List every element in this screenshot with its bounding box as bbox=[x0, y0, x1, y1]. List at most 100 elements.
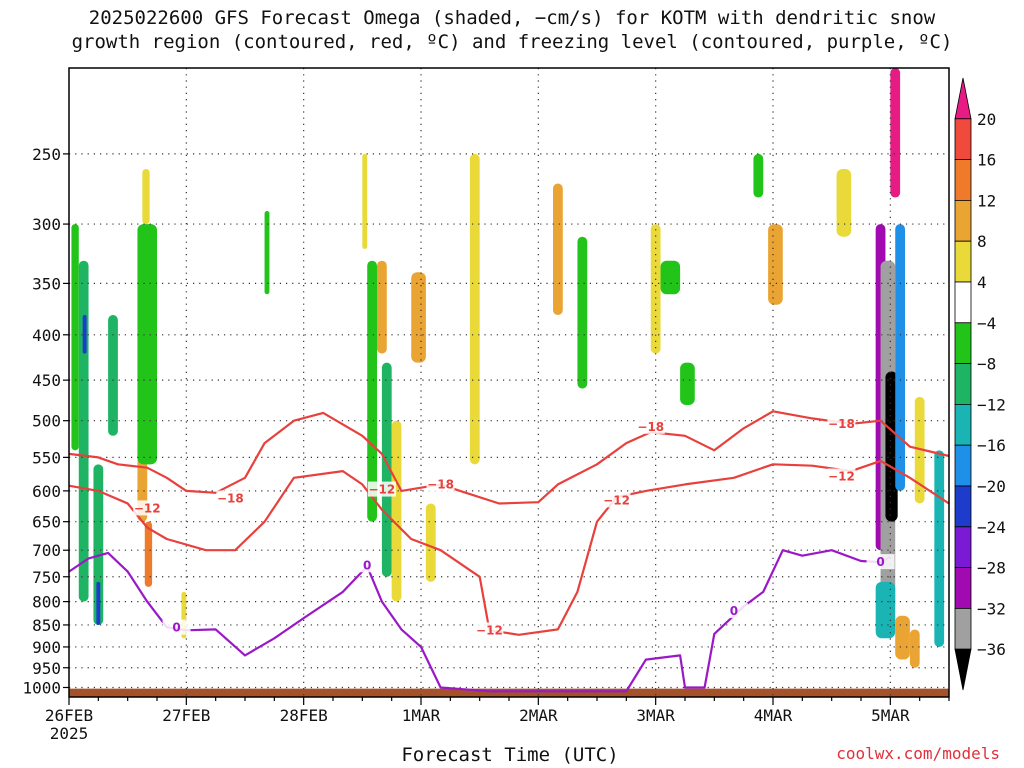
omega-cell bbox=[469, 153, 480, 465]
y-tick-label: 700 bbox=[32, 541, 61, 560]
colorbar-swatch bbox=[954, 526, 972, 568]
colorbar-swatch bbox=[954, 363, 972, 405]
chart-title-line-1: 2025022600 GFS Forecast Omega (shaded, −… bbox=[88, 7, 936, 29]
colorbar-swatch bbox=[954, 608, 972, 650]
contour-label-background bbox=[133, 500, 162, 516]
omega-cell bbox=[895, 224, 905, 491]
y-tick-label: 300 bbox=[32, 215, 61, 234]
colorbar-swatch bbox=[954, 567, 972, 609]
omega-cell bbox=[381, 362, 392, 577]
colorbar-swatch bbox=[954, 77, 972, 120]
contour-label-background bbox=[162, 619, 191, 635]
colorbar-label: −4 bbox=[977, 314, 996, 333]
omega-cell bbox=[144, 521, 153, 587]
omega-cell bbox=[650, 224, 661, 354]
colorbar-label: 4 bbox=[977, 273, 987, 292]
omega-cell bbox=[71, 224, 79, 451]
x-axis-title: Forecast Time (UTC) bbox=[401, 744, 619, 766]
y-tick-label: 550 bbox=[32, 448, 61, 467]
colorbar-swatch bbox=[954, 648, 972, 691]
chart-title: 2025022600 GFS Forecast Omega (shaded, −… bbox=[0, 6, 1024, 54]
colorbar-swatch bbox=[954, 240, 972, 283]
contour-label-background bbox=[827, 415, 856, 431]
x-tick-label: 2MAR bbox=[519, 706, 558, 725]
x-tick-label: 3MAR bbox=[636, 706, 675, 725]
colorbar: 20 16 12 8 4 −4 −8 −12 −16 −20 −24 −28 −32 −36 bbox=[954, 77, 1006, 691]
contour-minus12-line bbox=[68, 459, 950, 636]
colorbar-swatch bbox=[954, 281, 972, 324]
contours: −18 −18 −18 −18 −12 −12 −12 −12 −12 0 0 0 0 bbox=[68, 410, 950, 693]
omega-cell bbox=[362, 153, 368, 249]
colorbar-label: −8 bbox=[977, 355, 996, 374]
contour-label: 0 bbox=[730, 604, 738, 618]
contour-label-background bbox=[367, 481, 396, 497]
x-tick-sublabel: 2025 bbox=[50, 724, 89, 743]
plot-area: −18 −18 −18 −18 −12 −12 −12 −12 −12 0 0 0 0 bbox=[68, 67, 950, 698]
omega-cell bbox=[78, 260, 89, 602]
y-tick-label: 350 bbox=[32, 274, 61, 293]
credit-link[interactable]: coolwx.com/models bbox=[836, 744, 1000, 763]
omega-cell bbox=[890, 68, 901, 198]
contour-label: −18 bbox=[217, 491, 244, 505]
y-tick-label: 500 bbox=[32, 412, 61, 431]
colorbar-label: 20 bbox=[977, 110, 996, 129]
plot-background bbox=[69, 68, 949, 697]
omega-cell bbox=[264, 211, 270, 295]
contour-label: −12 bbox=[603, 493, 630, 507]
y-tick-label: 950 bbox=[32, 659, 61, 678]
contour-label: −18 bbox=[637, 420, 664, 434]
omega-cell bbox=[577, 236, 588, 389]
y-tick-label: 650 bbox=[32, 513, 61, 532]
contour-label-background bbox=[719, 603, 748, 619]
colorbar-swatch bbox=[954, 322, 972, 364]
contour-label: 0 bbox=[876, 555, 884, 569]
contour-label: −12 bbox=[476, 623, 503, 637]
contour-label-background bbox=[636, 418, 665, 434]
contour-label-background bbox=[353, 557, 382, 573]
y-tick-label: 600 bbox=[32, 482, 61, 501]
omega-cell bbox=[836, 168, 852, 237]
colorbar-swatch bbox=[954, 444, 972, 487]
omega-cell bbox=[895, 615, 910, 660]
y-tick-label: 750 bbox=[32, 568, 61, 587]
x-tick-label: 26FEB bbox=[45, 706, 93, 725]
omega-cell bbox=[660, 260, 681, 295]
omega-cell bbox=[137, 224, 157, 465]
x-tick-label: 1MAR bbox=[402, 706, 441, 725]
y-tick-label: 450 bbox=[32, 371, 61, 390]
y-axis: 250 300 350 400 450 500 550 600 650 700 750 800 850 9… bbox=[22, 145, 69, 697]
contour-label-background bbox=[827, 468, 856, 484]
omega-cell bbox=[875, 581, 896, 639]
colorbar-label: −28 bbox=[977, 559, 1006, 578]
colorbar-label: −20 bbox=[977, 477, 1006, 496]
y-tick-label: 900 bbox=[32, 638, 61, 657]
omega-cell bbox=[914, 396, 925, 504]
colorbar-label: −36 bbox=[977, 640, 1006, 659]
omega-cell bbox=[82, 315, 87, 354]
surface-terrain bbox=[69, 688, 949, 697]
omega-cell bbox=[411, 272, 426, 363]
omega-cell bbox=[108, 315, 118, 436]
omega-shading bbox=[71, 68, 945, 668]
colorbar-label: −16 bbox=[977, 436, 1006, 455]
contour-label: −12 bbox=[369, 483, 396, 497]
colorbar-label: 12 bbox=[977, 191, 996, 210]
contour-label-background bbox=[475, 622, 504, 638]
chart-title-line-2: growth region (contoured, red, ºC) and f… bbox=[71, 31, 953, 53]
omega-cell bbox=[753, 153, 764, 198]
omega-cell bbox=[680, 362, 695, 405]
colorbar-swatch bbox=[954, 485, 972, 528]
contour-label: −18 bbox=[828, 417, 855, 431]
y-tick-label: 400 bbox=[32, 326, 61, 345]
colorbar-label: −12 bbox=[977, 395, 1006, 414]
x-tick-label: 27FEB bbox=[162, 706, 210, 725]
colorbar-swatch bbox=[954, 199, 972, 242]
contour-label-background bbox=[426, 476, 455, 492]
colorbar-label: −24 bbox=[977, 518, 1006, 537]
x-tick-label: 5MAR bbox=[871, 706, 910, 725]
colorbar-swatch bbox=[954, 159, 972, 201]
omega-cell bbox=[909, 629, 920, 668]
omega-cell bbox=[96, 581, 101, 625]
